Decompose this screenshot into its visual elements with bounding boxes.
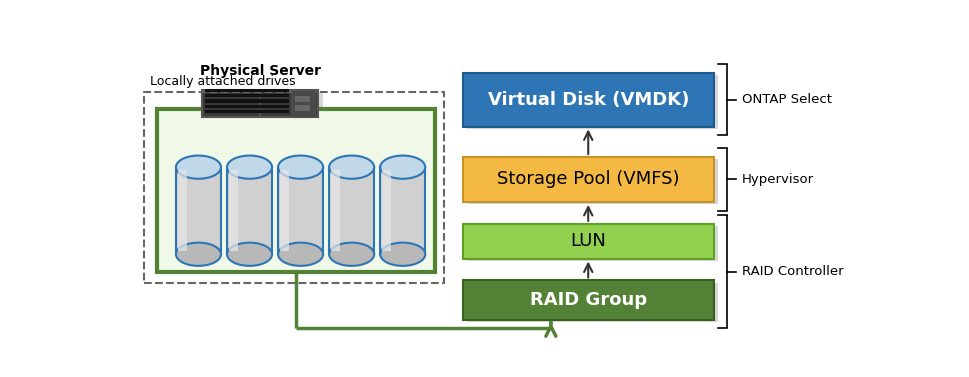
Ellipse shape — [329, 243, 374, 266]
Ellipse shape — [227, 243, 272, 266]
Text: LUN: LUN — [571, 232, 607, 250]
Text: Storage Pool (VMFS): Storage Pool (VMFS) — [497, 170, 680, 188]
Text: Physical Server: Physical Server — [200, 64, 321, 78]
Bar — [178, 170, 187, 251]
Bar — [280, 170, 290, 251]
Bar — [467, 159, 718, 204]
Bar — [380, 167, 425, 254]
Bar — [463, 280, 714, 320]
Bar — [383, 170, 391, 251]
Bar — [227, 167, 272, 254]
Bar — [204, 89, 289, 92]
Bar — [295, 105, 310, 111]
Bar — [467, 283, 718, 322]
Bar — [463, 157, 714, 202]
Bar — [204, 100, 289, 103]
Text: Locally attached drives: Locally attached drives — [149, 75, 296, 88]
Ellipse shape — [227, 156, 272, 179]
Text: Virtual Disk (VMDK): Virtual Disk (VMDK) — [488, 91, 689, 109]
Bar — [206, 92, 323, 120]
Bar — [278, 167, 323, 254]
Ellipse shape — [278, 243, 323, 266]
Text: RAID Controller: RAID Controller — [742, 265, 844, 278]
Bar — [204, 94, 289, 97]
Bar — [331, 170, 340, 251]
Bar — [204, 110, 289, 113]
Ellipse shape — [176, 243, 221, 266]
Ellipse shape — [380, 156, 425, 179]
Bar — [467, 226, 718, 261]
Bar — [143, 92, 444, 283]
Bar — [463, 73, 714, 127]
Bar — [202, 89, 318, 117]
Bar — [157, 109, 435, 272]
Bar — [176, 167, 221, 254]
Bar — [329, 167, 374, 254]
Bar — [230, 170, 238, 251]
Bar — [467, 75, 718, 129]
Ellipse shape — [176, 156, 221, 179]
Bar — [295, 96, 310, 102]
Text: ONTAP Select: ONTAP Select — [742, 93, 832, 106]
Bar — [204, 105, 289, 108]
Text: RAID Group: RAID Group — [530, 291, 647, 309]
Bar — [292, 89, 315, 117]
Ellipse shape — [278, 156, 323, 179]
Bar — [463, 224, 714, 259]
Text: Hypervisor: Hypervisor — [742, 173, 814, 186]
Ellipse shape — [329, 156, 374, 179]
Ellipse shape — [380, 243, 425, 266]
